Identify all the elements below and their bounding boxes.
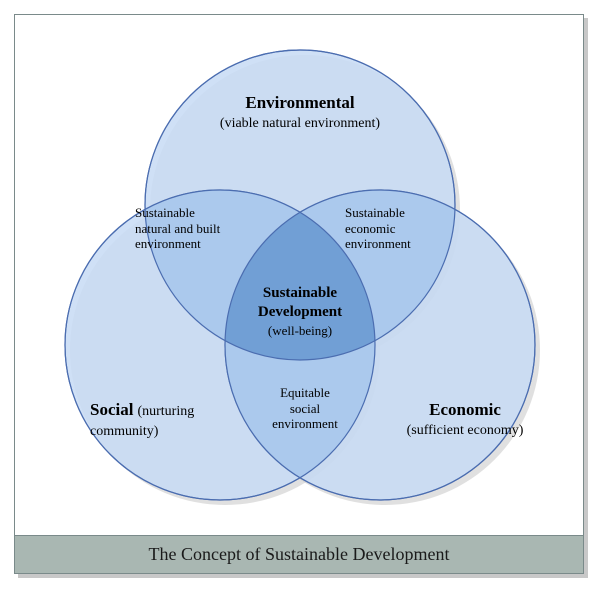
label-env-social: Sustainable natural and built environmen… [135,205,265,252]
env-title: Environmental [245,93,354,112]
label-economic: Economic (sufficient economy) [385,400,545,440]
env-sub: (viable natural environment) [220,116,380,131]
center-2: Development [258,304,342,320]
env-social-1: Sustainable [135,205,195,220]
center-1: Sustainable [263,285,337,301]
label-center: Sustainable Development (well-being) [215,283,385,341]
label-social-econ: Equitable social environment [250,385,360,432]
social-econ-3: environment [272,416,338,431]
center-3: (well-being) [268,323,332,338]
env-econ-1: Sustainable [345,205,405,220]
social-econ-1: Equitable [280,385,330,400]
env-econ-3: environment [345,236,411,251]
econ-title: Economic [429,400,501,419]
caption-bar: The Concept of Sustainable Development [15,535,583,573]
diagram-frame: Environmental (viable natural environmen… [14,14,584,574]
venn-diagram: Environmental (viable natural environmen… [15,15,585,537]
env-social-2: natural and built [135,221,220,236]
label-environmental: Environmental (viable natural environmen… [180,93,420,133]
env-econ-2: economic [345,221,396,236]
caption-text: The Concept of Sustainable Development [149,544,450,565]
label-social: Social (nurturing community) [90,400,250,441]
env-social-3: environment [135,236,201,251]
social-title: Social [90,400,133,419]
label-env-econ: Sustainable economic environment [345,205,475,252]
social-econ-2: social [290,401,320,416]
econ-sub: (sufficient economy) [407,423,524,438]
